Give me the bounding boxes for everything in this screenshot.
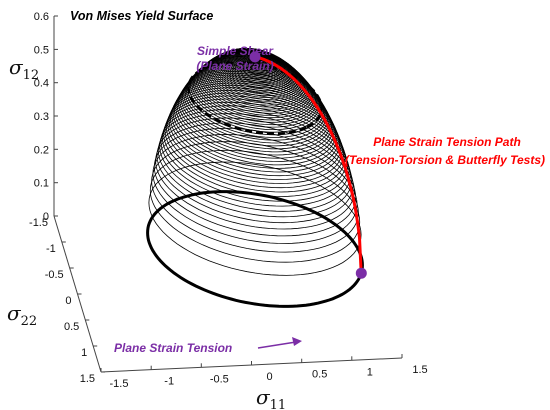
z-tick-label: 0.5 (34, 44, 49, 56)
z-tick-label: 0.6 (34, 11, 49, 23)
y-tick-label: 1.5 (80, 373, 95, 385)
simple-shear-sublabel: (Plane Strain) (196, 59, 273, 73)
x-tick-label: -0.5 (210, 373, 229, 385)
chart-title: Von Mises Yield Surface (70, 9, 213, 23)
surface-contour (156, 117, 354, 224)
surface-contour (175, 76, 335, 162)
surface-contour (159, 109, 351, 212)
surface-contour (148, 161, 362, 276)
y-tick-label: -1.5 (29, 217, 48, 229)
marker-point (355, 267, 367, 279)
z-tick-label: 0.1 (34, 178, 49, 190)
z-tick-label: 0.3 (34, 111, 49, 123)
y-tick-label: -0.5 (45, 269, 64, 281)
simple-shear-label: Simple Shear (197, 44, 274, 58)
surface-contour (161, 101, 349, 202)
z-tick-label: 0 (43, 211, 49, 223)
arrow-head-icon (292, 337, 302, 346)
y-tick-label: 1 (81, 347, 87, 359)
surface-contour (164, 95, 346, 193)
x-tick-label: -1.5 (110, 378, 129, 390)
y-tick-label: 0 (65, 295, 71, 307)
z-tick-label: 0.4 (34, 78, 49, 90)
surface-contour (165, 92, 345, 189)
y-axis-label: σ22 (7, 301, 37, 329)
surface-contour (157, 113, 353, 218)
y-tick-label: -1 (46, 243, 56, 255)
surface-contour (172, 80, 338, 169)
yield-surface (146, 47, 367, 308)
x-tick-label: 0 (266, 371, 272, 383)
surface-contour (176, 74, 334, 159)
base-ellipse (146, 190, 364, 308)
z-axis-label: σ12 (9, 55, 39, 83)
surface-contour (167, 89, 343, 184)
dashed-contour (187, 61, 323, 135)
surface-contour (168, 87, 342, 180)
surface-contour (169, 84, 341, 177)
plane-strain-tension-arrow (257, 341, 297, 349)
plane-strain-tension-path (254, 55, 363, 274)
x-tick-label: 1.5 (412, 364, 427, 376)
path-sublabel: (Tension-Torsion & Butterfly Tests) (345, 153, 545, 167)
axis-ticks: 0 0.1 0.2 0.3 0.4 0.5 0.6 -1.5 -1 -0.5 0 0.5 1 1.5 -1.… (29, 11, 428, 390)
path-label: Plane Strain Tension Path (373, 135, 521, 149)
surface-contour (160, 105, 350, 207)
x-tick-label: -1 (164, 376, 174, 388)
plane-strain-tension-label: Plane Strain Tension (114, 341, 232, 355)
x-axis-label: σ11 (256, 385, 286, 410)
marker-point (249, 51, 261, 63)
z-tick-label: 0.2 (34, 144, 49, 156)
x-tick-label: 1 (367, 366, 373, 378)
x-tick-label: 0.5 (312, 369, 327, 381)
surface-contour (173, 78, 337, 166)
y-tick-label: 0.5 (64, 321, 79, 333)
